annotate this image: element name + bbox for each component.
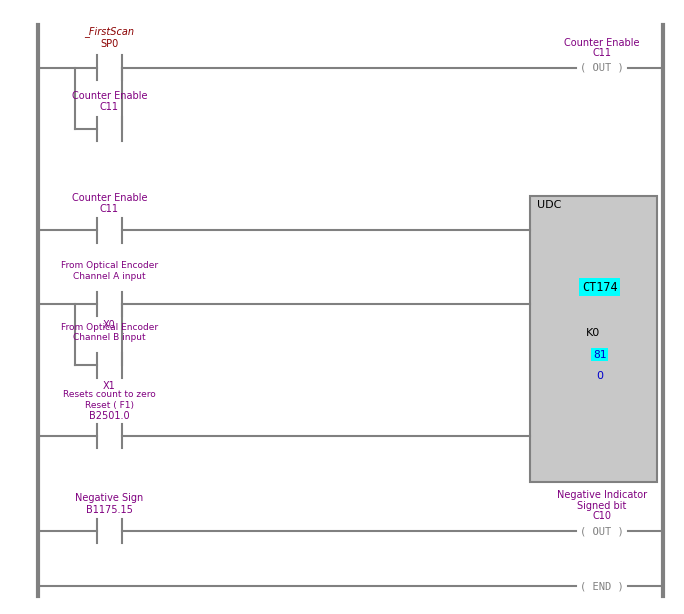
- Text: 81: 81: [593, 349, 607, 360]
- Text: ( END ): ( END ): [580, 581, 624, 591]
- Text: Counter Enable: Counter Enable: [72, 91, 147, 101]
- Text: SP0: SP0: [101, 39, 118, 49]
- Text: B1175.15: B1175.15: [86, 505, 133, 515]
- Text: _FirstScan: _FirstScan: [84, 26, 135, 37]
- Text: Channel A input: Channel A input: [73, 271, 146, 281]
- Text: From Optical Encoder: From Optical Encoder: [61, 261, 158, 270]
- Text: From Optical Encoder: From Optical Encoder: [61, 322, 158, 332]
- Bar: [530, 196, 657, 482]
- Text: X0: X0: [103, 320, 116, 330]
- Text: C11: C11: [592, 49, 611, 58]
- Text: Counter Enable: Counter Enable: [564, 38, 640, 48]
- Text: Negative Indicator: Negative Indicator: [557, 491, 647, 500]
- Text: Channel B input: Channel B input: [73, 333, 146, 342]
- Text: UDC: UDC: [537, 200, 562, 209]
- Text: B2501.0: B2501.0: [89, 411, 130, 421]
- Text: Negative Sign: Negative Sign: [75, 494, 144, 503]
- Text: Signed bit: Signed bit: [577, 501, 627, 511]
- Text: K0: K0: [586, 328, 600, 338]
- Text: Resets count to zero: Resets count to zero: [63, 390, 156, 399]
- Text: C10: C10: [592, 511, 611, 521]
- Text: 0: 0: [596, 371, 603, 381]
- Text: C11: C11: [100, 103, 119, 112]
- Text: X1: X1: [103, 381, 116, 391]
- Text: Counter Enable: Counter Enable: [72, 193, 147, 203]
- Text: ( OUT ): ( OUT ): [580, 526, 624, 536]
- Text: C11: C11: [100, 204, 119, 214]
- Text: ( OUT ): ( OUT ): [580, 63, 624, 72]
- Text: CT174: CT174: [582, 281, 618, 293]
- Text: Reset ( F1): Reset ( F1): [85, 401, 134, 410]
